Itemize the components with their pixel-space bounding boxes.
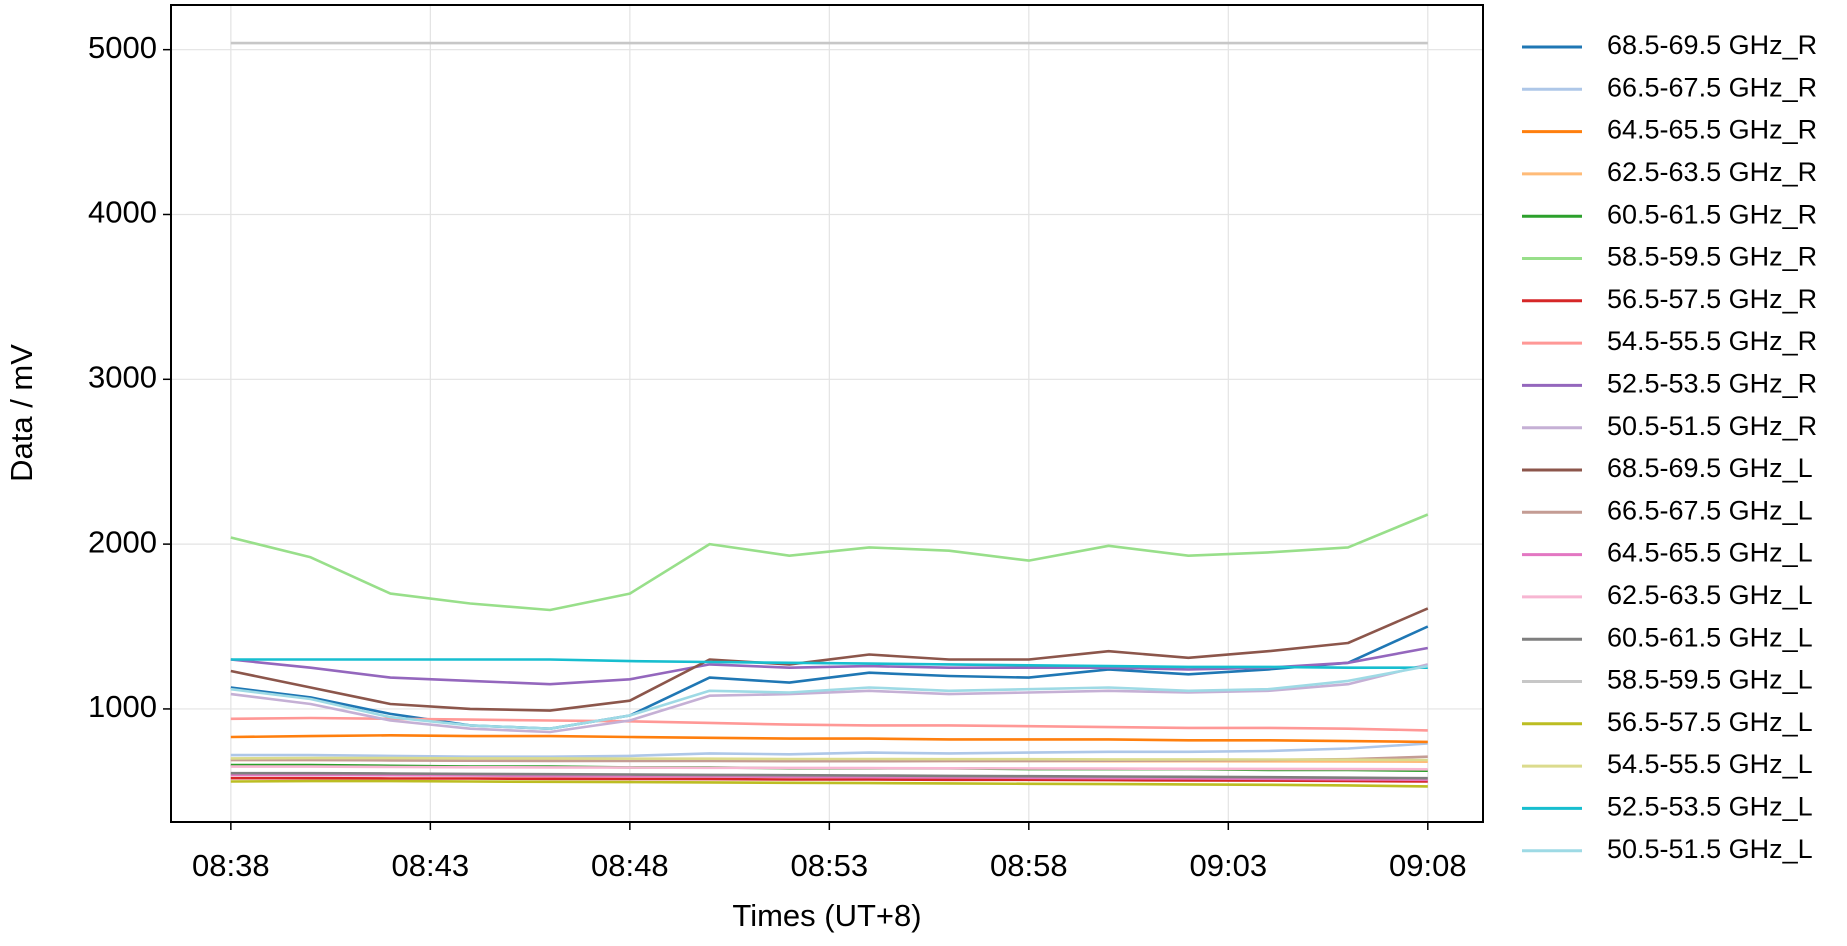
series-line [230,771,1428,780]
x-tick-label: 09:03 [1190,848,1268,883]
legend-label: 68.5-69.5 GHz_R [1607,30,1817,60]
series-line [230,773,1428,782]
series-line [230,646,1429,686]
y-tick-label: 1000 [88,689,157,724]
series-line [230,734,1428,744]
x-axis-label: Times (UT+8) [732,898,921,933]
legend-label: 54.5-55.5 GHz_L [1607,749,1813,779]
series-line [230,513,1429,612]
series-line [230,607,1429,712]
legend-label: 68.5-69.5 GHz_L [1607,453,1813,483]
series-line [230,765,1428,771]
x-tick-label: 09:08 [1389,848,1467,883]
x-tick-label: 08:48 [591,848,669,883]
legend-label: 58.5-59.5 GHz_L [1607,665,1813,695]
y-tick-label: 5000 [88,30,157,65]
x-tick-label: 08:58 [990,848,1068,883]
y-tick-label: 4000 [88,195,157,230]
legend-label: 60.5-61.5 GHz_R [1607,199,1817,229]
legend-label: 56.5-57.5 GHz_R [1607,284,1817,314]
legend-label: 66.5-67.5 GHz_L [1607,495,1813,525]
x-tick-label: 08:43 [392,848,470,883]
legend-label: 64.5-65.5 GHz_L [1607,538,1813,568]
series-line [230,664,1429,730]
legend-label: 56.5-57.5 GHz_L [1607,707,1813,737]
legend-label: 62.5-63.5 GHz_R [1607,157,1817,187]
series-line [230,776,1428,783]
series-line [230,658,1428,669]
legend-label: 66.5-67.5 GHz_R [1607,72,1817,102]
legend-label: 62.5-63.5 GHz_L [1607,580,1813,610]
legend-label: 50.5-51.5 GHz_R [1607,411,1817,441]
legend-label: 60.5-61.5 GHz_L [1607,622,1813,652]
series-line [230,756,1428,762]
series-line [230,779,1428,788]
legend-label: 64.5-65.5 GHz_R [1607,115,1817,145]
legend-label: 54.5-55.5 GHz_R [1607,326,1817,356]
legend-label: 52.5-53.5 GHz_R [1607,369,1817,399]
series-line [230,742,1428,758]
series-line [230,663,1429,734]
y-axis-label: Data / mV [4,344,39,482]
legend-label: 50.5-51.5 GHz_L [1607,834,1813,864]
legend-label: 52.5-53.5 GHz_L [1607,792,1813,822]
series-line [230,716,1428,732]
plot-frame [170,4,1484,823]
x-tick-label: 08:53 [791,848,869,883]
legend-label: 58.5-59.5 GHz_R [1607,242,1817,272]
x-tick-label: 08:38 [192,848,270,883]
y-tick-label: 2000 [88,524,157,559]
y-tick-label: 3000 [88,359,157,394]
